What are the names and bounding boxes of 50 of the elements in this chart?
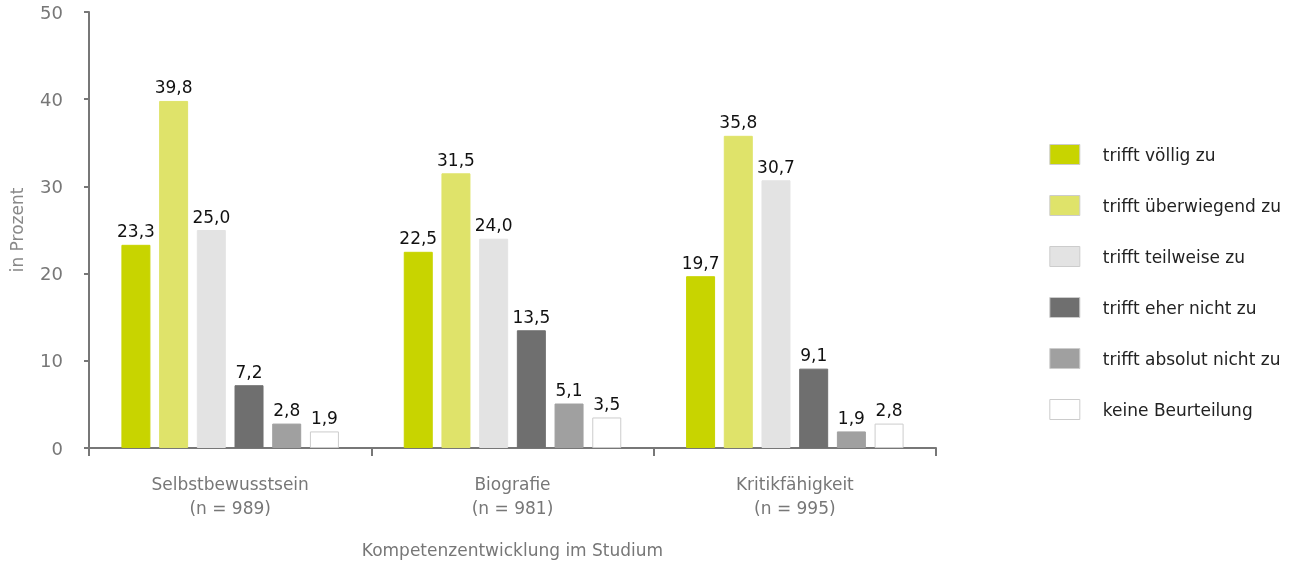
x-tick-label: Selbstbewusstsein (n = 989) [151,474,309,518]
bar [874,423,904,448]
data-label: 7,2 [235,361,263,382]
bar [761,180,791,448]
bar [196,230,226,448]
data-label: 30,7 [757,156,795,177]
data-label: 25,0 [192,206,231,227]
y-tick-label: 40 [40,88,63,110]
data-label: 19,7 [681,252,720,273]
y-axis-title: in Prozent [6,187,27,273]
legend-label: trifft überwiegend zu [1102,195,1282,216]
bar [441,173,471,448]
bar [686,276,716,448]
data-label: 22,5 [399,228,438,249]
legend-label: trifft teilweise zu [1102,246,1246,267]
y-tick-label: 20 [40,263,63,285]
data-label: 13,5 [512,306,551,327]
y-tick-label: 10 [40,350,63,372]
x-tick-label: Kritikfähigkeit (n = 995) [735,474,855,518]
data-label: 24,0 [474,215,513,236]
data-label: 9,1 [800,345,828,366]
x-tick-label: Biografie (n = 981) [471,474,554,518]
data-label: 5,1 [555,380,583,401]
data-label: 31,5 [437,149,475,170]
data-label: 1,9 [837,407,865,428]
bar [723,135,753,448]
data-label: 1,9 [310,407,338,428]
bar [309,431,339,448]
x-axis-title: Kompetenzentwicklung im Studium [361,539,664,560]
data-label: 23,3 [116,221,155,242]
bar [159,100,189,448]
data-label: 35,8 [719,112,758,133]
data-label: 2,8 [875,400,903,421]
bar [272,423,302,448]
data-label: 2,8 [273,400,301,421]
y-tick-label: 30 [40,175,63,197]
y-tick-label: 50 [40,1,63,23]
bar [592,417,622,448]
bar [836,431,866,448]
bar [479,238,509,448]
data-label: 39,8 [154,77,193,98]
y-tick-label: 0 [51,437,63,459]
data-label: 3,5 [593,393,621,414]
bar [403,251,433,448]
legend-label: trifft eher nicht zu [1102,297,1257,318]
legend-label: trifft völlig zu [1102,144,1216,165]
legend-label: trifft absolut nicht zu [1102,348,1281,369]
bar [554,403,584,448]
legend-label: keine Beurteilung [1102,399,1253,420]
bar [121,244,151,448]
